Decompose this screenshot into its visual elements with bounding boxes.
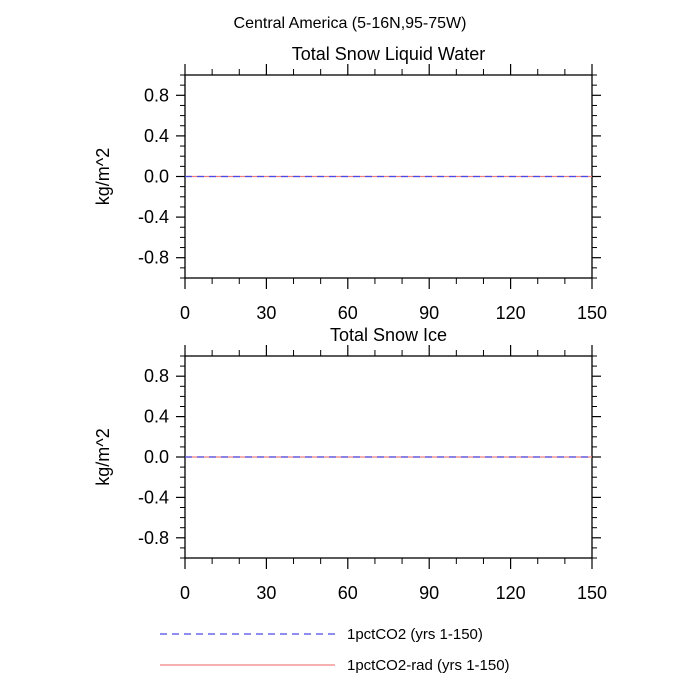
legend-item-2: 1pctCO2-rad (yrs 1-150)	[160, 657, 510, 674]
legend-label: 1pctCO2-rad (yrs 1-150)	[347, 657, 510, 674]
panel-2: Total Snow Ice 0 30 60 90 120 150 0.8 0.4 0.0 -0.4…	[93, 325, 607, 603]
x-tick-label: 0	[180, 583, 190, 603]
x-tick-label: 30	[256, 303, 276, 323]
panel-title: Total Snow Ice	[330, 325, 447, 345]
x-tick-label: 60	[338, 583, 358, 603]
y-tick-label: 0.8	[144, 366, 169, 386]
x-tick-label: 0	[180, 303, 190, 323]
legend-item-1: 1pctCO2 (yrs 1-150)	[160, 626, 483, 643]
x-tick-label: 30	[256, 583, 276, 603]
panel-title: Total Snow Liquid Water	[292, 44, 485, 64]
panel-1: Total Snow Liquid Water 0 30 60 90 120 150 0.8 0…	[93, 44, 607, 323]
y-tick-label: 0.4	[144, 126, 169, 146]
x-tick-label: 90	[419, 583, 439, 603]
legend: 1pctCO2 (yrs 1-150) 1pctCO2-rad (yrs 1-15…	[160, 626, 510, 674]
x-tick-label: 120	[496, 303, 526, 323]
y-tick-label: 0.0	[144, 167, 169, 187]
x-tick-label: 150	[577, 583, 607, 603]
x-tick-label: 90	[419, 303, 439, 323]
chart-panels: Total Snow Liquid Water 0 30 60 90 120 150 0.8 0…	[93, 44, 607, 603]
x-tick-label: 60	[338, 303, 358, 323]
y-tick-label: -0.8	[138, 528, 169, 548]
x-tick-label: 120	[496, 583, 526, 603]
y-tick-label: 0.4	[144, 407, 169, 427]
figure-title: Central America (5-16N,95-75W)	[234, 15, 467, 32]
y-tick-label: -0.4	[138, 207, 169, 227]
y-tick-label: -0.4	[138, 487, 169, 507]
y-tick-label: 0.0	[144, 447, 169, 467]
y-axis-label: kg/m^2	[93, 148, 113, 205]
y-tick-label: -0.8	[138, 248, 169, 268]
y-tick-label: 0.8	[144, 85, 169, 105]
legend-label: 1pctCO2 (yrs 1-150)	[347, 626, 483, 643]
y-axis-label: kg/m^2	[93, 428, 113, 485]
x-tick-label: 150	[577, 303, 607, 323]
